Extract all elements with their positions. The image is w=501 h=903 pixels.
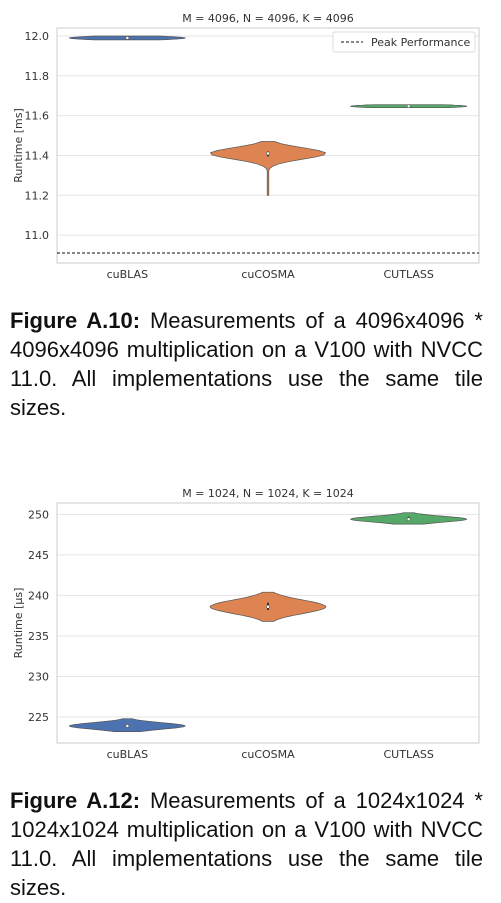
x-tick-label: cuBLAS bbox=[107, 748, 148, 761]
plot-frame bbox=[56, 27, 480, 264]
figure-caption-a12: Figure A.12: Measurements of a 1024x1024… bbox=[10, 786, 483, 902]
y-tick-label: 240 bbox=[28, 589, 49, 602]
chart-title: M = 4096, N = 4096, K = 4096 bbox=[182, 12, 354, 25]
x-tick-label: cuCOSMA bbox=[241, 748, 295, 761]
violin-median-point bbox=[125, 724, 130, 728]
y-tick-label: 245 bbox=[28, 549, 49, 562]
violin-median-point bbox=[406, 104, 411, 109]
x-tick-label: CUTLASS bbox=[384, 268, 434, 281]
y-tick-label: 11.0 bbox=[25, 229, 50, 242]
y-tick-label: 230 bbox=[28, 671, 49, 684]
plot-frame bbox=[56, 502, 480, 744]
y-tick-label: 235 bbox=[28, 630, 49, 643]
y-tick-label: 11.4 bbox=[25, 149, 50, 162]
x-tick-label: cuCOSMA bbox=[241, 268, 295, 281]
y-tick-label: 11.2 bbox=[25, 189, 50, 202]
figure-caption-a10: Figure A.10: Measurements of a 4096x4096… bbox=[10, 306, 483, 422]
runtime-violin-chart-4096: M = 4096, N = 4096, K = 4096 11.0 11.2 11.4… bbox=[12, 12, 480, 281]
figure-caption-text: Measurements of a 4096x4096 * 4096x4096 … bbox=[10, 308, 483, 420]
figure-label: Figure A.10: bbox=[10, 308, 141, 333]
figure-label: Figure A.12: bbox=[10, 788, 141, 813]
violin-cucosma bbox=[209, 141, 327, 196]
y-axis-label: Runtime [μs] bbox=[12, 588, 25, 659]
y-tick-label: 11.6 bbox=[25, 110, 50, 123]
y-axis-label: Runtime [ms] bbox=[12, 108, 25, 182]
x-tick-label: cuBLAS bbox=[107, 268, 148, 281]
chart-title: M = 1024, N = 1024, K = 1024 bbox=[182, 487, 354, 500]
violin-median-point bbox=[266, 604, 270, 609]
y-tick-label: 12.0 bbox=[25, 30, 50, 43]
violin-median-point bbox=[125, 36, 130, 40]
y-tick-label: 11.8 bbox=[25, 70, 50, 83]
violin-median-point bbox=[406, 517, 411, 522]
figure-caption-text: Measurements of a 1024x1024 * 1024x1024 … bbox=[10, 788, 483, 900]
runtime-violin-chart-1024: M = 1024, N = 1024, K = 1024 225 230 235 240… bbox=[12, 487, 480, 761]
violin-median-point bbox=[266, 151, 270, 156]
y-tick-label: 225 bbox=[28, 711, 49, 724]
legend-label: Peak Performance bbox=[371, 36, 471, 49]
legend-box bbox=[332, 31, 476, 53]
y-tick-label: 250 bbox=[28, 508, 49, 521]
x-tick-label: CUTLASS bbox=[384, 748, 434, 761]
